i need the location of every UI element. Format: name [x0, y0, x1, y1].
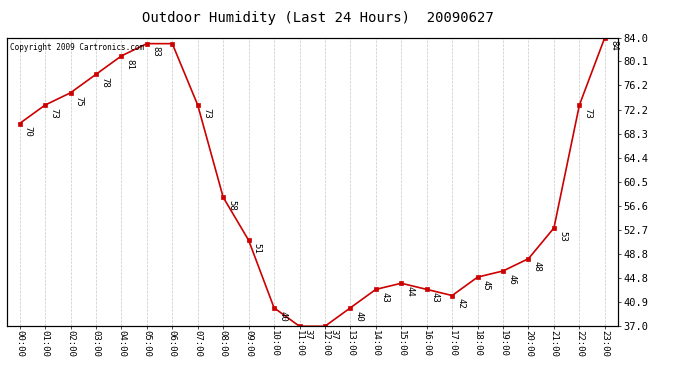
Text: Copyright 2009 Cartronics.com: Copyright 2009 Cartronics.com: [10, 43, 144, 52]
Text: 51: 51: [253, 243, 262, 254]
Text: 42: 42: [456, 298, 465, 309]
Text: 73: 73: [49, 108, 58, 118]
Text: 40: 40: [355, 310, 364, 321]
Text: 43: 43: [431, 292, 440, 303]
Text: 37: 37: [304, 329, 313, 340]
Text: 78: 78: [100, 77, 109, 88]
Text: 83: 83: [151, 46, 160, 57]
Text: 43: 43: [380, 292, 389, 303]
Text: 37: 37: [329, 329, 338, 340]
Text: 48: 48: [533, 261, 542, 272]
Text: 73: 73: [584, 108, 593, 118]
Text: 75: 75: [75, 96, 83, 106]
Text: 46: 46: [507, 274, 516, 285]
Text: Outdoor Humidity (Last 24 Hours)  20090627: Outdoor Humidity (Last 24 Hours) 2009062…: [141, 11, 493, 25]
Text: 81: 81: [126, 59, 135, 69]
Text: 53: 53: [558, 231, 567, 242]
Text: 58: 58: [227, 200, 237, 211]
Text: 70: 70: [23, 126, 33, 137]
Text: 73: 73: [202, 108, 211, 118]
Text: 40: 40: [278, 310, 287, 321]
Text: 44: 44: [406, 286, 415, 297]
Text: 45: 45: [482, 280, 491, 291]
Text: 84: 84: [609, 40, 618, 51]
